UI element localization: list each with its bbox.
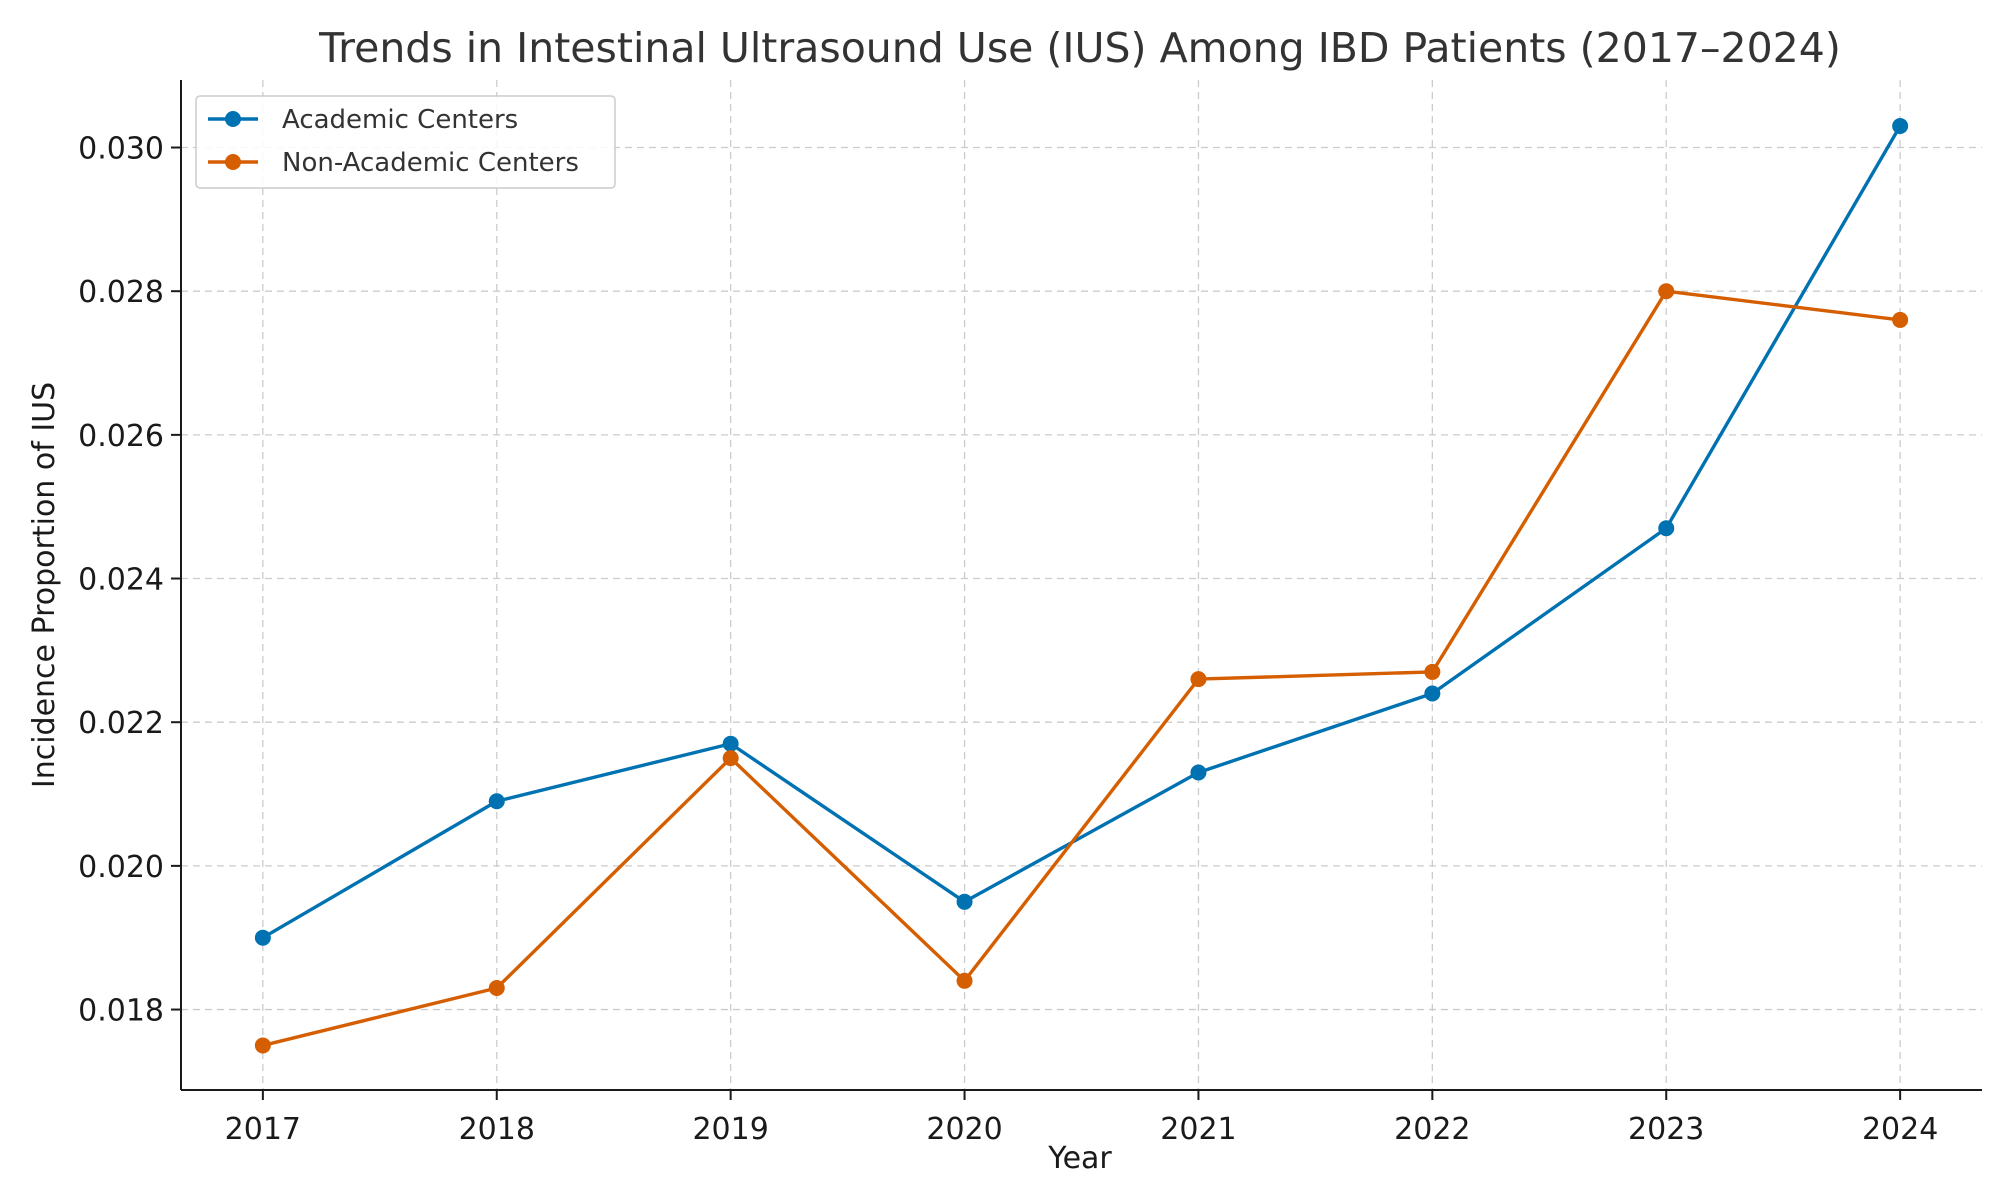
chart-title: Trends in Intestinal Ultrasound Use (IUS… <box>318 24 1841 72</box>
y-tick-label: 0.028 <box>78 275 164 310</box>
legend-marker <box>225 111 241 127</box>
x-tick-label: 2022 <box>1394 1112 1470 1147</box>
data-point <box>956 893 973 910</box>
data-point <box>1892 117 1909 134</box>
data-point <box>1892 311 1909 328</box>
tick-labels: 2017 2018 2019 2020 2021 2022 2023 2024 0.018 0.0… <box>78 132 1938 1147</box>
y-tick-label: 0.018 <box>78 994 164 1029</box>
x-tick-label: 2018 <box>459 1112 535 1147</box>
x-tick-label: 2017 <box>225 1112 301 1147</box>
x-tick-label: 2019 <box>692 1112 768 1147</box>
series-1 <box>254 283 1909 1054</box>
data-point <box>722 750 739 767</box>
x-tick-label: 2020 <box>926 1112 1002 1147</box>
y-tick-label: 0.020 <box>78 850 164 885</box>
data-point <box>722 735 739 752</box>
legend-box <box>195 95 616 189</box>
y-tick-label: 0.022 <box>78 706 164 741</box>
x-tick-label: 2021 <box>1160 1112 1236 1147</box>
grid <box>181 80 1982 1090</box>
data-point <box>1424 663 1441 680</box>
data-point <box>488 793 505 810</box>
series-line <box>262 125 1902 940</box>
data-point <box>1424 685 1441 702</box>
data-point <box>1190 671 1207 688</box>
legend: Academic Centers Non-Academic Centers <box>195 95 616 189</box>
legend-label: Academic Centers <box>282 105 518 135</box>
y-axis-label: Incidence Proportion of IUS <box>27 382 62 788</box>
x-axis-label: Year <box>1047 1141 1112 1176</box>
data-point <box>956 972 973 989</box>
series-0 <box>254 117 1909 946</box>
y-tick-label: 0.026 <box>78 419 164 454</box>
legend-item: Academic Centers <box>208 105 518 135</box>
data-point <box>488 979 505 996</box>
legend-marker <box>225 154 241 170</box>
data-point <box>254 1037 271 1054</box>
legend-label: Non-Academic Centers <box>282 148 579 178</box>
y-tick-label: 0.024 <box>78 563 164 598</box>
axes <box>171 80 1982 1100</box>
legend-item: Non-Academic Centers <box>208 148 579 178</box>
x-tick-label: 2023 <box>1628 1112 1704 1147</box>
data-point <box>254 929 271 946</box>
x-tick-label: 2024 <box>1862 1112 1938 1147</box>
data-series <box>254 117 1909 1054</box>
data-point <box>1190 764 1207 781</box>
data-point <box>1658 520 1675 537</box>
data-point <box>1658 283 1675 300</box>
series-line <box>262 289 1901 1048</box>
y-tick-label: 0.030 <box>78 132 164 167</box>
